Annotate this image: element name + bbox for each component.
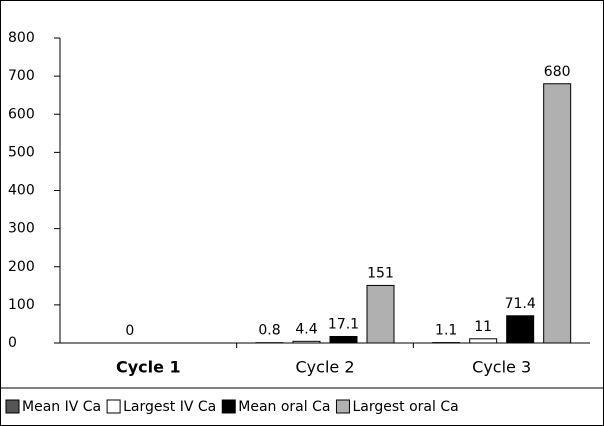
y-tick-label: 300 (8, 221, 35, 237)
bar (469, 338, 498, 344)
data-label: 71.4 (505, 296, 536, 312)
bar (506, 315, 535, 344)
data-label: 0 (125, 323, 134, 339)
legend-label: Largest IV Ca (123, 399, 216, 415)
y-tick-label: 500 (8, 144, 35, 160)
data-label: 0.8 (258, 323, 280, 339)
legend-label: Mean IV Ca (22, 399, 101, 415)
legend-swatch (335, 399, 350, 414)
x-tick-label: Cycle 1 (116, 358, 181, 377)
legend-label: Largest oral Ca (352, 399, 458, 415)
data-label: 1.1 (435, 323, 457, 339)
bar (329, 335, 358, 344)
y-tick-label: 800 (8, 30, 35, 46)
bar (292, 340, 321, 344)
legend-label: Mean oral Ca (238, 399, 330, 415)
y-tick-label: 0 (8, 335, 17, 351)
data-label: 151 (367, 265, 394, 281)
y-tick-label: 700 (8, 68, 35, 84)
legend-swatch (221, 399, 236, 414)
bar (366, 284, 395, 344)
y-tick-label: 200 (8, 259, 35, 275)
y-tick-label: 400 (8, 183, 35, 199)
y-tick-label: 100 (8, 297, 35, 313)
x-tick-label: Cycle 3 (472, 358, 531, 377)
data-label: 17.1 (328, 316, 359, 332)
y-tick-label: 600 (8, 106, 35, 122)
legend-swatch (106, 399, 121, 414)
data-label: 4.4 (295, 321, 317, 337)
legend-swatch (5, 399, 20, 414)
bar (543, 83, 572, 344)
data-label: 11 (474, 319, 492, 335)
x-tick-label: Cycle 2 (296, 358, 355, 377)
data-label: 680 (544, 64, 571, 80)
